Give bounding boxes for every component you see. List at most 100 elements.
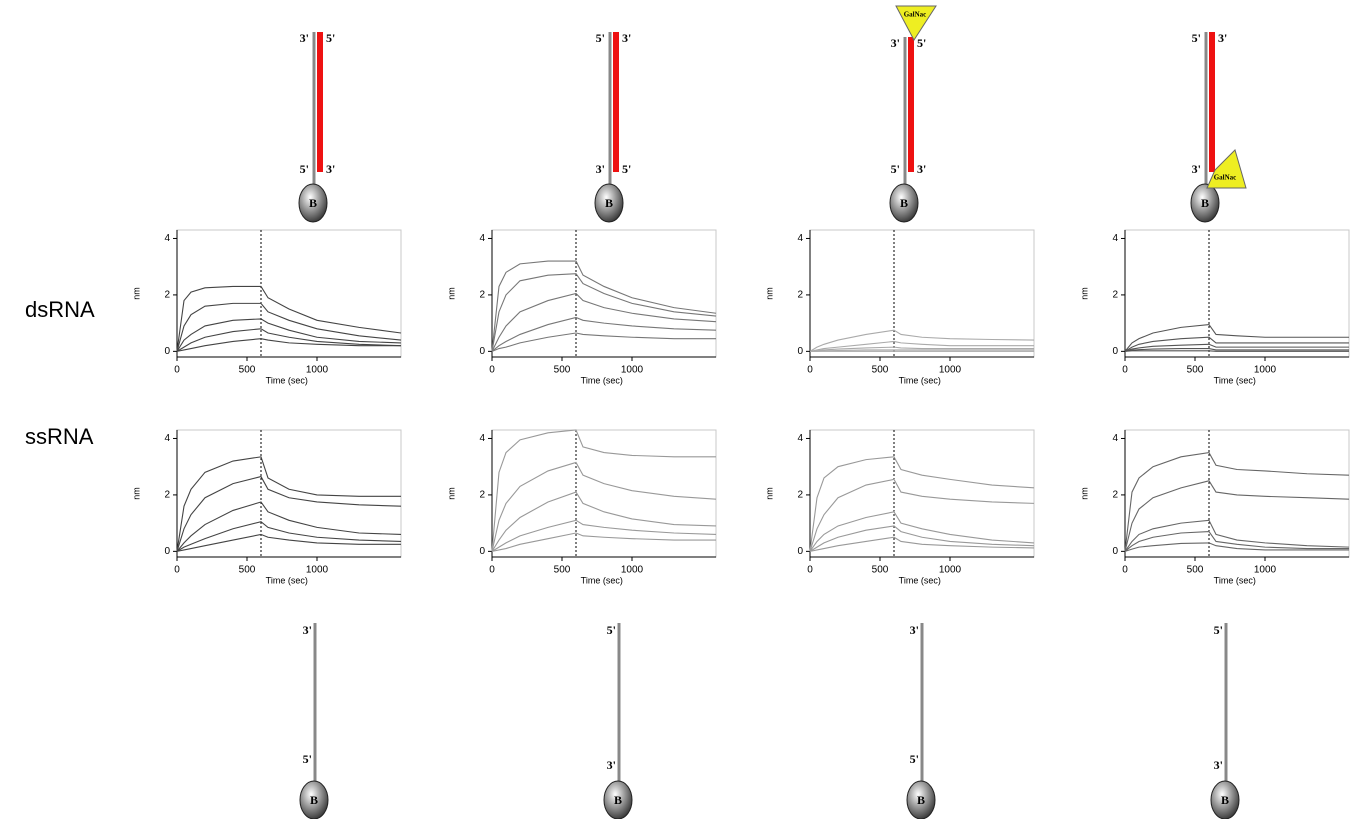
end-label: 3': [1192, 162, 1201, 176]
y-tick-label: 2: [479, 290, 485, 301]
y-tick-label: 4: [479, 233, 485, 244]
y-axis-label: nm: [764, 287, 774, 300]
figure: dsRNA ssRNA 3' 5' 5' 3' B 5' 3' 3' 5' B 3' 5' 5' 3' B Gal…: [0, 0, 1360, 819]
x-tick-label: 0: [807, 365, 813, 376]
response-curve: [177, 522, 401, 552]
end-label: 3': [917, 162, 926, 176]
end-label: 3': [910, 623, 919, 637]
y-tick-label: 2: [1112, 290, 1118, 301]
end-label: 5': [891, 162, 900, 176]
x-tick-label: 1000: [939, 565, 962, 576]
x-tick-label: 0: [489, 365, 495, 376]
row-label: dsRNA: [25, 297, 95, 322]
x-tick-label: 0: [1122, 365, 1128, 376]
x-axis-label: Time (sec): [266, 375, 308, 385]
x-axis-label: Time (sec): [899, 575, 941, 585]
x-tick-label: 1000: [939, 365, 962, 376]
plot-frame: [492, 430, 716, 557]
x-tick-label: 500: [872, 365, 889, 376]
y-tick-label: 4: [1112, 233, 1118, 244]
y-tick-label: 0: [1112, 346, 1118, 357]
y-tick-label: 4: [797, 433, 803, 444]
response-curve: [1125, 351, 1349, 352]
x-tick-label: 500: [554, 365, 571, 376]
response-curve: [492, 274, 716, 352]
y-tick-label: 0: [479, 346, 485, 357]
row-label: ssRNA: [25, 424, 94, 449]
x-axis-label: Time (sec): [581, 375, 623, 385]
y-tick-label: 2: [479, 490, 485, 501]
x-axis-label: Time (sec): [581, 575, 623, 585]
bead-label: B: [1201, 196, 1209, 210]
response-curve: [492, 462, 716, 551]
x-tick-label: 500: [872, 565, 889, 576]
end-label: 5': [326, 31, 335, 45]
end-label: 5': [596, 31, 605, 45]
galnac-label: GalNac: [904, 11, 927, 19]
end-label: 5': [300, 162, 309, 176]
x-tick-label: 1000: [621, 565, 644, 576]
response-curve: [810, 512, 1034, 552]
response-curve: [492, 261, 716, 351]
end-label: 3': [1218, 31, 1227, 45]
end-label: 5': [910, 752, 919, 766]
bead-label: B: [310, 793, 318, 807]
x-tick-label: 1000: [621, 365, 644, 376]
y-axis-label: nm: [131, 287, 141, 300]
response-curve: [1125, 520, 1349, 551]
end-label: 3': [300, 31, 309, 45]
antisense-strand: [613, 32, 619, 172]
y-tick-label: 4: [1112, 433, 1118, 444]
x-tick-label: 1000: [1254, 365, 1277, 376]
y-tick-label: 4: [797, 233, 803, 244]
end-label: 3': [622, 31, 631, 45]
bead-label: B: [614, 793, 622, 807]
antisense-strand: [1209, 32, 1215, 172]
antisense-strand: [317, 32, 323, 172]
x-tick-label: 500: [239, 365, 256, 376]
x-tick-label: 0: [1122, 565, 1128, 576]
bead-label: B: [1221, 793, 1229, 807]
x-tick-label: 0: [489, 565, 495, 576]
bead-label: B: [605, 196, 613, 210]
y-tick-label: 0: [1112, 546, 1118, 557]
x-tick-label: 0: [174, 565, 180, 576]
end-label: 3': [1214, 758, 1223, 772]
end-label: 5': [607, 623, 616, 637]
plot-frame: [810, 230, 1034, 357]
x-tick-label: 1000: [306, 365, 329, 376]
end-label: 3': [607, 758, 616, 772]
response-curve: [492, 533, 716, 551]
x-tick-label: 0: [174, 365, 180, 376]
x-tick-label: 500: [554, 565, 571, 576]
y-axis-label: nm: [764, 487, 774, 500]
response-curve: [1125, 481, 1349, 552]
end-label: 5': [917, 36, 926, 50]
plot-frame: [1125, 430, 1349, 557]
y-tick-label: 0: [797, 346, 803, 357]
y-tick-label: 0: [164, 346, 170, 357]
plot-frame: [177, 430, 401, 557]
end-label: 5': [1214, 623, 1223, 637]
y-tick-label: 2: [164, 290, 170, 301]
y-axis-label: nm: [1079, 287, 1089, 300]
y-tick-label: 4: [164, 233, 170, 244]
y-tick-label: 4: [479, 433, 485, 444]
bead-label: B: [900, 196, 908, 210]
y-tick-label: 0: [797, 546, 803, 557]
x-axis-label: Time (sec): [899, 375, 941, 385]
end-label: 5': [1192, 31, 1201, 45]
end-label: 3': [326, 162, 335, 176]
response-curve: [492, 333, 716, 351]
antisense-strand: [908, 37, 914, 172]
end-label: 5': [303, 752, 312, 766]
y-axis-label: nm: [446, 487, 456, 500]
bead-label: B: [917, 793, 925, 807]
x-tick-label: 1000: [1254, 565, 1277, 576]
end-label: 5': [622, 162, 631, 176]
x-axis-label: Time (sec): [1214, 575, 1256, 585]
response-curve: [177, 329, 401, 352]
y-tick-label: 2: [164, 490, 170, 501]
x-axis-label: Time (sec): [1214, 375, 1256, 385]
end-label: 3': [891, 36, 900, 50]
